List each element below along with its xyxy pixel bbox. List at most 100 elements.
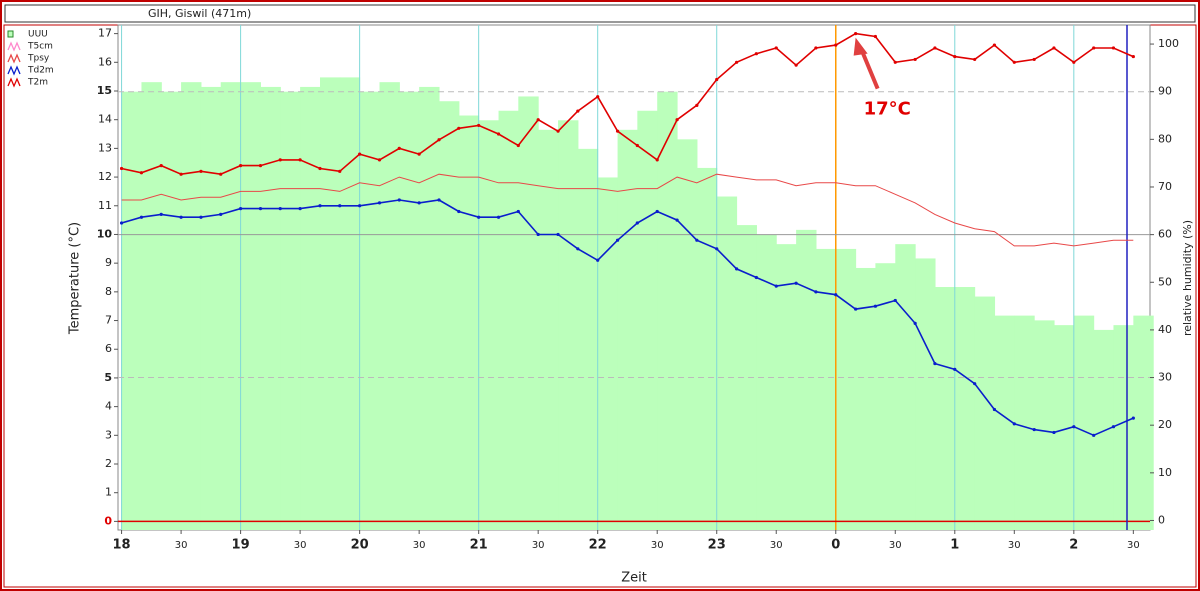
y-tick-label: 7 [105, 314, 112, 327]
legend-label: T5cm [27, 42, 53, 52]
series-line [121, 173, 1134, 247]
legend-label: Tpsy [27, 54, 50, 64]
series-point [258, 207, 263, 211]
x-tick-label: 30 [532, 540, 545, 551]
series-point [953, 367, 957, 371]
series-point [278, 207, 282, 211]
series-point [615, 129, 620, 133]
series-point [239, 207, 243, 211]
y-tick-label: 17 [98, 27, 112, 40]
y-tick-label: 6 [105, 342, 112, 355]
humidity-bar [657, 91, 678, 530]
series-point [655, 209, 659, 214]
y2-tick-label: 70 [1158, 180, 1172, 193]
title-box [4, 4, 1196, 23]
humidity-bar [379, 82, 400, 531]
x-tick-label: 30 [1008, 540, 1021, 551]
humidity-bar [399, 91, 420, 530]
humidity-bar [359, 91, 381, 530]
series-point [556, 232, 560, 237]
humidity-bar [696, 167, 718, 530]
y-axis-label: Temperature (°C) [68, 222, 83, 335]
legend-swatch [7, 53, 21, 64]
humidity-bar [498, 110, 519, 531]
series-point [715, 247, 719, 251]
humidity-bar [161, 91, 182, 530]
series-point [358, 152, 362, 156]
humidity-bar [200, 86, 222, 530]
series-point [1032, 427, 1036, 432]
series-point [179, 215, 183, 219]
series-point [675, 218, 679, 222]
humidity-bar [339, 77, 361, 530]
series-point [794, 63, 798, 67]
series-point [1072, 60, 1076, 64]
series-point [139, 215, 144, 219]
humidity-bar [1133, 315, 1154, 530]
y2-tick-label: 50 [1158, 275, 1172, 288]
series-point [278, 158, 282, 162]
series-point [516, 143, 520, 148]
series-point [933, 361, 937, 366]
legend-swatch [7, 41, 21, 52]
y-tick-label: 8 [105, 285, 112, 298]
annotation-arrow [858, 46, 880, 90]
annotation: 17°C [864, 99, 911, 120]
humidity-bar [558, 120, 579, 530]
series-point [318, 166, 322, 171]
legend-label: T2m [27, 78, 48, 88]
humidity-bar [1034, 320, 1055, 530]
humidity-bar [934, 287, 956, 530]
x-tick-label: 30 [175, 540, 188, 551]
series-point [576, 247, 580, 251]
series-point [179, 172, 183, 176]
series-point [338, 169, 342, 173]
y-tick-label: 15 [97, 84, 112, 97]
series-point [596, 95, 600, 99]
series-point [516, 209, 520, 214]
y2-tick-label: 40 [1158, 323, 1172, 336]
humidity-bar [478, 120, 500, 530]
y2-tick-label: 60 [1158, 228, 1172, 241]
series-point [1111, 425, 1116, 429]
y-tick-label: 10 [97, 227, 113, 240]
series-point [794, 281, 798, 285]
series-point [417, 152, 421, 156]
legend-swatch [7, 65, 21, 76]
y2-tick-label: 20 [1158, 418, 1172, 431]
series-point [754, 275, 758, 280]
humidity-bar [994, 315, 1015, 530]
series-point [219, 212, 223, 216]
humidity-bar [1073, 315, 1095, 530]
x-tick-label: 30 [651, 540, 664, 551]
series-point [377, 158, 382, 162]
humidity-bar [875, 263, 896, 530]
series-point [576, 109, 580, 113]
series-point [735, 267, 739, 271]
series-point [1012, 422, 1016, 426]
series-point [159, 163, 163, 168]
series-point [239, 163, 243, 168]
humidity-bar [458, 115, 480, 531]
series-point [318, 204, 322, 208]
humidity-bar [855, 267, 877, 530]
series-point [139, 171, 144, 175]
series-point [457, 209, 461, 214]
humidity-bar [518, 96, 539, 530]
series-point [159, 212, 163, 216]
y2-tick-label: 30 [1158, 371, 1172, 384]
humidity-bar [617, 129, 638, 530]
series-point [1111, 46, 1116, 50]
legend-swatch [7, 30, 14, 38]
series-point [854, 307, 858, 311]
series-point [437, 138, 441, 142]
humidity-bar [538, 129, 559, 530]
y-tick-label: 1 [105, 486, 112, 499]
series-point [695, 238, 699, 242]
humidity-bar [419, 86, 440, 530]
series-point [913, 321, 917, 326]
humidity-bar [815, 248, 837, 530]
series-point [615, 238, 620, 242]
y2-axis-label: relative humidity (%) [1181, 220, 1194, 336]
